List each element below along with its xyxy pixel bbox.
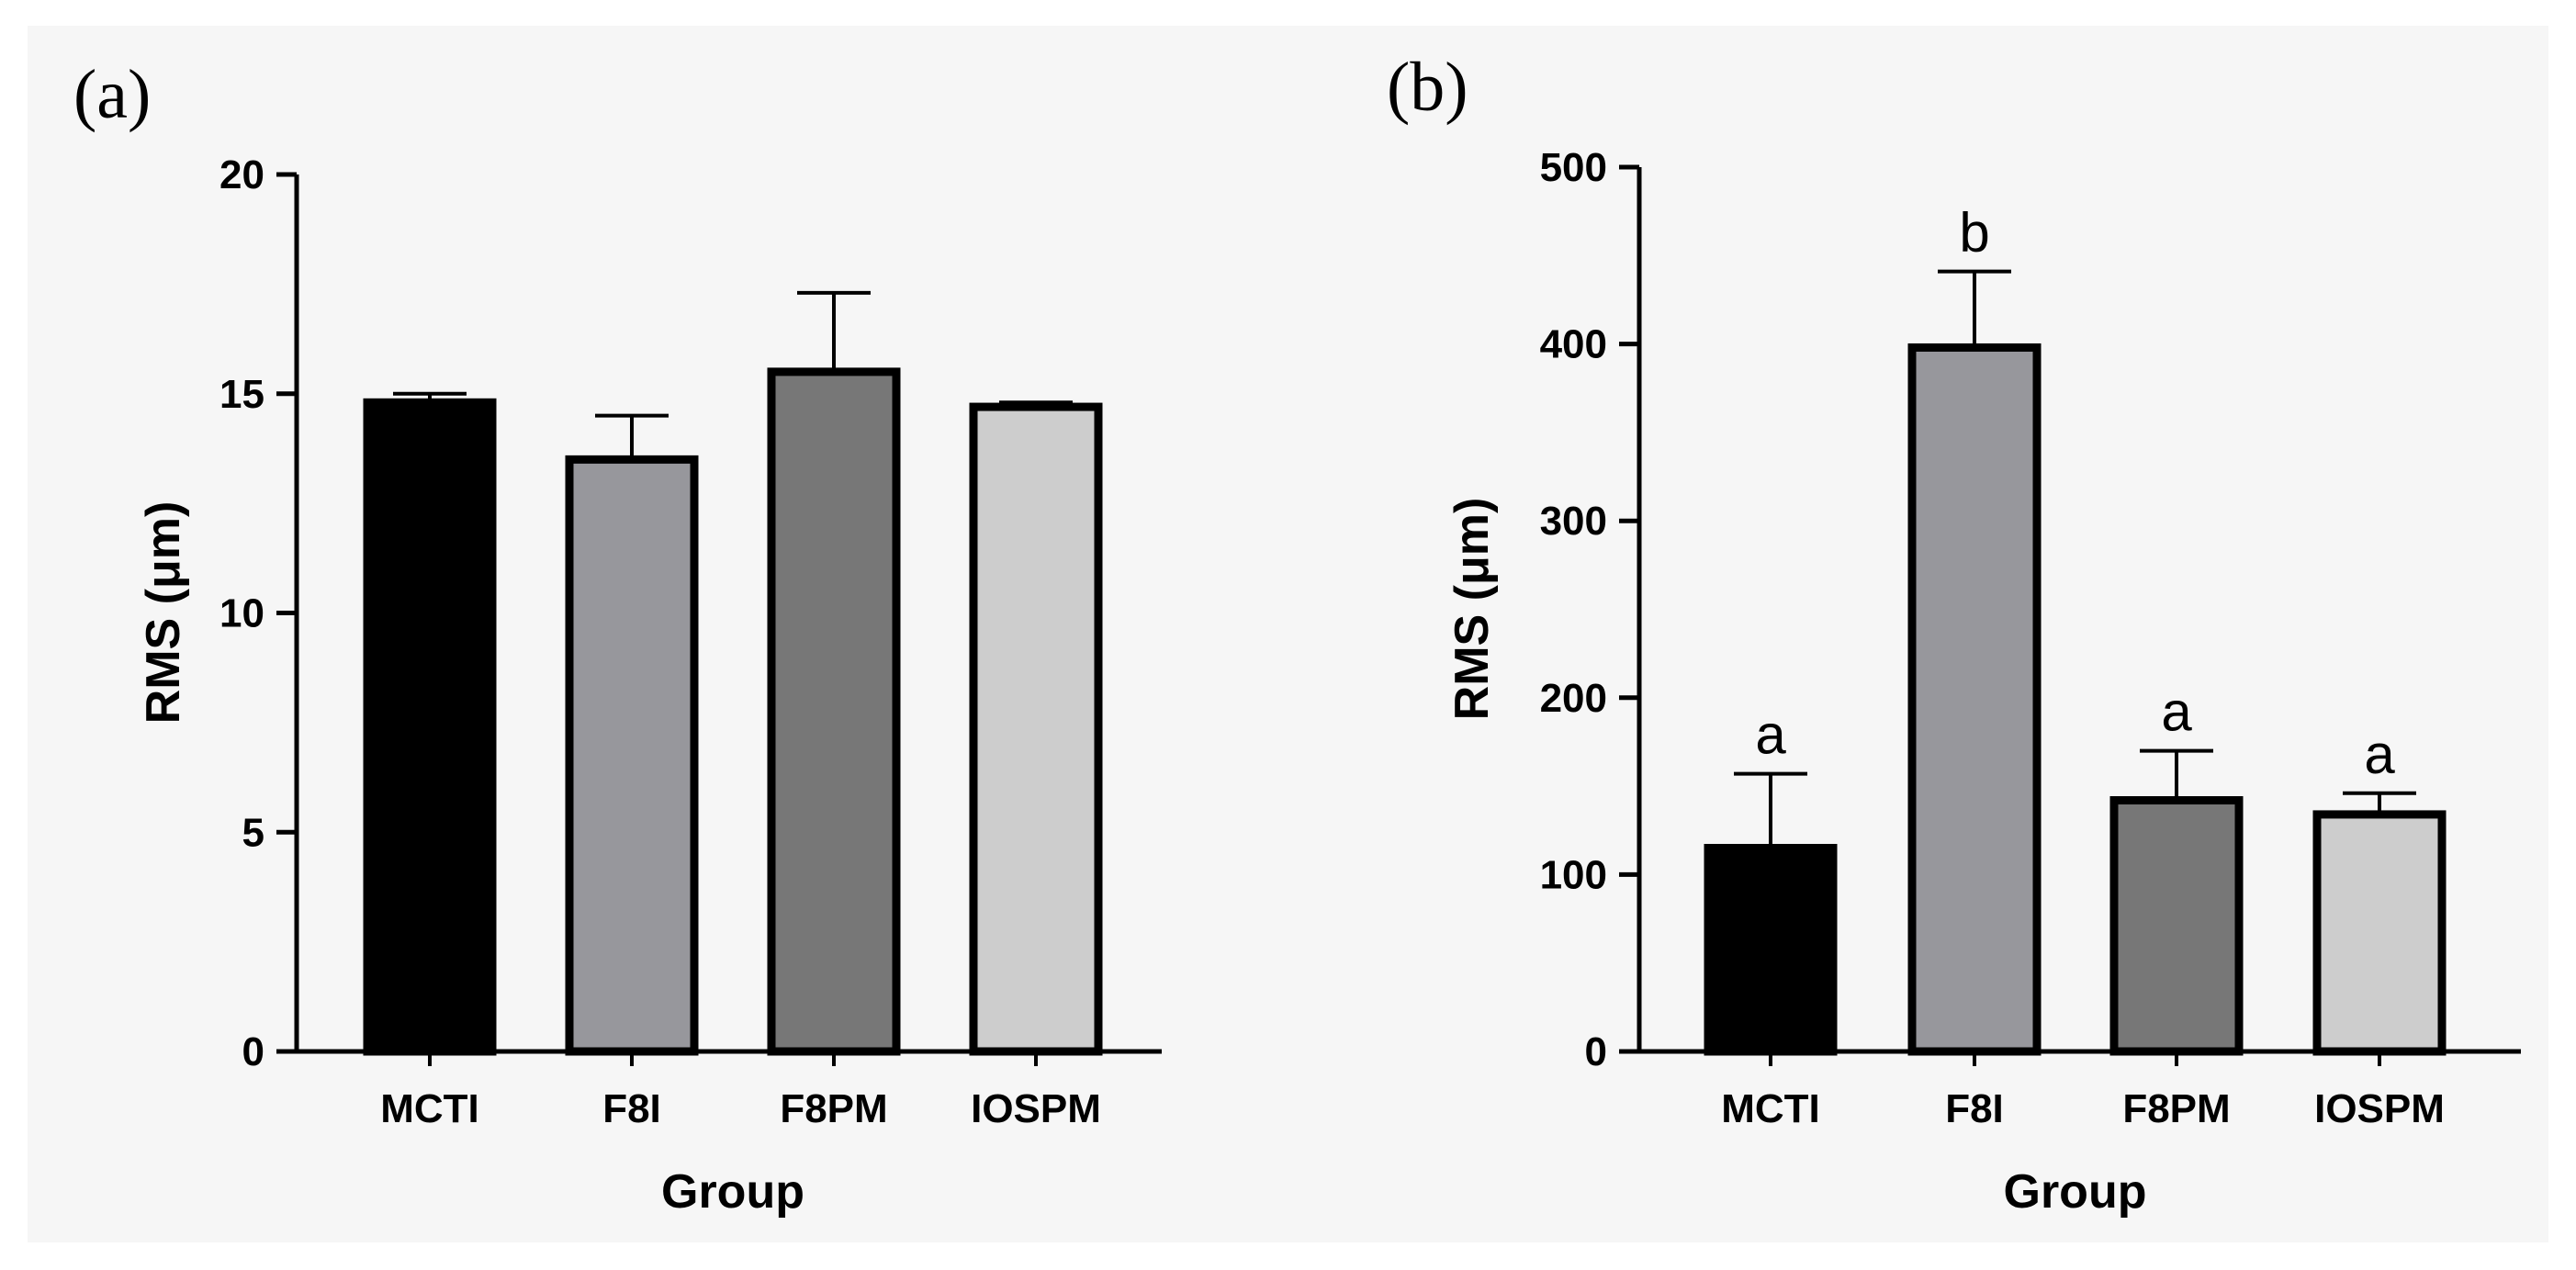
x-axis-title: Group (2004, 1165, 2147, 1219)
x-tick-label-f8i: F8I (602, 1086, 661, 1131)
y-tick-label: 10 (219, 591, 264, 636)
y-tick-label: 5 (242, 810, 264, 855)
panel-label: (b) (1387, 49, 1468, 126)
y-tick-label: 0 (1585, 1029, 1607, 1074)
y-tick-label: 500 (1540, 145, 1607, 190)
y-axis-title: RMS (μm) (137, 501, 190, 725)
y-tick-label: 0 (242, 1029, 264, 1074)
x-tick-label-iospm: IOSPM (971, 1086, 1101, 1131)
bar-f8i (1907, 343, 2042, 1056)
x-tick-label-f8i: F8I (1945, 1086, 2004, 1131)
bar-mcti (363, 398, 497, 1056)
bar-f8pm (2109, 796, 2244, 1056)
y-tick-label: 200 (1540, 676, 1607, 721)
bar-iospm (969, 402, 1103, 1056)
panel-b: (b) MCTI a F8I b F8PM a IOSPM a 0 100 200 300 400 500 R… (1387, 49, 2521, 1219)
panel-a: (a) MCTI F8I F8PM IOSPM 0 5 10 15 20 RMS (μm) Group (73, 56, 1162, 1219)
panel-label: (a) (73, 56, 151, 133)
y-tick-label: 300 (1540, 499, 1607, 544)
x-tick-label-mcti: MCTI (1721, 1086, 1820, 1131)
y-tick-label: 20 (219, 152, 264, 197)
x-tick-label-f8pm: F8PM (2122, 1086, 2230, 1131)
bar-mcti (1704, 844, 1838, 1056)
y-tick-label: 100 (1540, 852, 1607, 897)
y-tick-label: 15 (219, 372, 264, 417)
significance-label-f8i: b (1959, 202, 1989, 264)
x-axis-title: Group (661, 1165, 804, 1219)
significance-label-f8pm: a (2161, 681, 2192, 743)
x-tick-label-mcti: MCTI (380, 1086, 479, 1131)
significance-label-mcti: a (1755, 704, 1786, 766)
bar-f8i (565, 455, 699, 1056)
x-tick-label-f8pm: F8PM (780, 1086, 887, 1131)
bar-f8pm (767, 367, 901, 1056)
y-tick-label: 400 (1540, 322, 1607, 367)
significance-label-iospm: a (2364, 724, 2395, 785)
bar-iospm (2312, 810, 2447, 1056)
x-tick-label-iospm: IOSPM (2314, 1086, 2445, 1131)
y-axis-title: RMS (μm) (1445, 498, 1499, 721)
